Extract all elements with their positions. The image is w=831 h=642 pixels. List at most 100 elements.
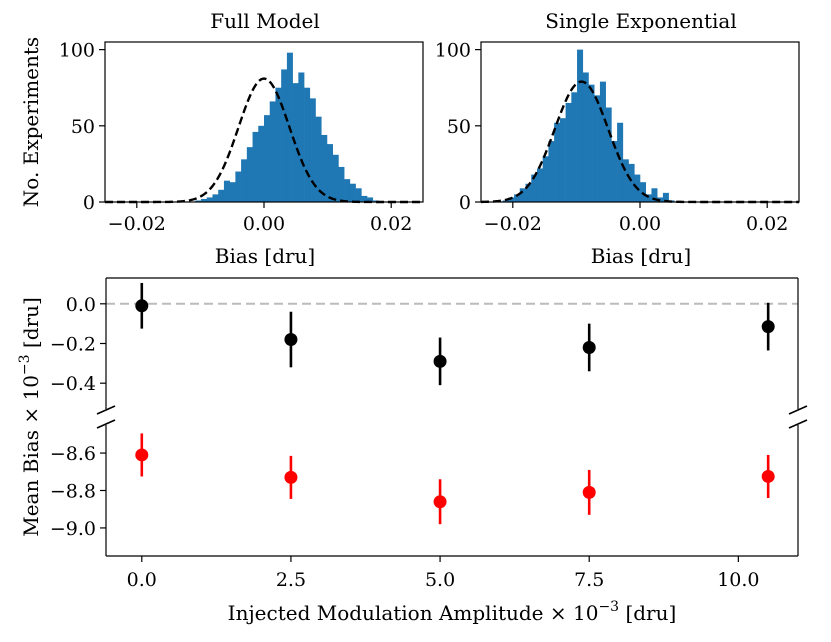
hist2-xlabel: Bias [dru] — [591, 244, 692, 268]
scatter-xtick-label: 2.5 — [276, 569, 306, 591]
hist2-bar — [628, 163, 635, 202]
mean-bias-plot: 0.0 2.5 5.0 7.5 10.0 0.0 −0.2 −0.4 −8.6 −8.8 −9.… — [17, 277, 808, 625]
hist2-xtick-label: 0.02 — [746, 213, 788, 235]
histogram-full-model: Full Model −0.02 0.00 0.02 0 50 100 Bias [dr… — [19, 9, 424, 268]
hist1-bar — [338, 166, 345, 202]
hist1-bar — [235, 171, 242, 202]
hist1-bar — [275, 87, 282, 202]
data-point — [135, 299, 149, 313]
hist1-bar — [361, 195, 368, 202]
scatter-xtick-label: 10.0 — [717, 569, 759, 591]
hist2-ytick-label: 50 — [447, 116, 471, 138]
hist1-xtick-label: 0.02 — [370, 213, 412, 235]
hist1-xlabel: Bias [dru] — [215, 244, 316, 268]
hist1-x-ticks: −0.02 0.00 0.02 — [108, 202, 412, 235]
hist2-bar — [582, 72, 589, 202]
hist1-title: Full Model — [210, 9, 319, 33]
data-point — [135, 448, 149, 462]
hist2-bar — [577, 49, 584, 202]
scatter-upper-y-ticks: 0.0 −0.2 −0.4 — [50, 294, 106, 395]
scatter-upper-ytick-label: −0.4 — [50, 373, 96, 395]
hist1-bar — [344, 179, 351, 202]
hist2-bar — [588, 84, 595, 202]
scatter-ylabel-exp: −3 — [17, 354, 33, 375]
hist1-bar — [321, 134, 328, 202]
hist2-fit-curve — [480, 80, 799, 204]
hist2-bar — [571, 92, 578, 202]
hist1-bar — [315, 116, 322, 202]
scatter-upper-ytick-label: 0.0 — [66, 294, 96, 316]
scatter-xtick-label: 7.5 — [574, 569, 604, 591]
scatter-lower-y-ticks: −8.6 −8.8 −9.0 — [50, 443, 106, 540]
hist2-x-ticks: −0.02 0.00 0.02 — [484, 202, 788, 235]
scatter-points — [135, 282, 775, 525]
data-point — [284, 333, 298, 347]
scatter-xlabel: Injected Modulation Amplitude × 10−3 [dr… — [228, 599, 677, 625]
left-break-mark — [96, 405, 116, 429]
hist2-bar — [548, 141, 555, 202]
hist1-bar — [367, 197, 374, 202]
hist2-bar — [536, 168, 543, 202]
hist2-bar — [645, 194, 652, 202]
hist1-bar — [326, 144, 333, 202]
hist1-xtick-label: 0.00 — [243, 213, 285, 235]
scatter-x-ticks: 0.0 2.5 5.0 7.5 10.0 — [127, 556, 760, 591]
hist1-ytick-label: 100 — [59, 40, 95, 62]
hist2-bar — [502, 200, 509, 202]
hist2-bar — [599, 81, 606, 202]
hist1-ylabel: No. Experiments — [19, 37, 43, 207]
data-point — [433, 354, 447, 368]
hist2-bar — [559, 118, 566, 202]
scatter-lower-ytick-label: −9.0 — [50, 518, 96, 540]
left-break-gap — [96, 409, 116, 425]
hist1-bars — [195, 52, 379, 202]
scatter-ylabel: Mean Bias × 10−3 [dru] — [17, 297, 43, 537]
hist2-xtick-label: −0.02 — [484, 213, 542, 235]
hist1-bar — [218, 189, 225, 202]
hist1-bar — [349, 183, 356, 202]
hist1-y-ticks: 0 50 100 — [59, 40, 105, 214]
hist1-bar — [298, 72, 305, 202]
hist1-bar — [269, 101, 276, 202]
hist2-ytick-label: 100 — [435, 40, 471, 62]
scatter-xlabel-main: Injected Modulation Amplitude × 10 — [228, 601, 599, 625]
data-point — [761, 320, 775, 334]
hist2-bar — [508, 197, 515, 202]
data-point — [433, 495, 447, 509]
hist2-bar — [542, 156, 549, 202]
histogram-single-exponential: Single Exponential −0.02 0.00 0.02 050100 … — [435, 9, 800, 268]
hist1-bar — [246, 147, 253, 202]
hist2-xtick-label: 0.00 — [619, 213, 661, 235]
data-point — [761, 469, 775, 483]
hist1-bar — [223, 180, 230, 202]
hist2-ytick-label: 0 — [459, 192, 471, 214]
hist2-bar — [662, 192, 669, 202]
hist1-bar — [201, 198, 208, 202]
hist1-bar — [241, 159, 248, 202]
data-point — [582, 340, 596, 354]
hist2-bar — [611, 141, 618, 202]
hist1-bar — [212, 194, 219, 202]
right-break-gap — [788, 409, 808, 425]
hist2-bar — [519, 188, 526, 202]
hist2-y-ticks: 0 50 100 — [435, 40, 481, 214]
hist1-bar — [372, 200, 379, 202]
hist1-bar — [281, 69, 288, 202]
hist1-bar — [264, 115, 271, 202]
scatter-ylabel-main: Mean Bias × 10 — [19, 375, 43, 537]
scatter-xlabel-exp: −3 — [598, 599, 619, 615]
hist1-bar — [258, 125, 265, 202]
hist1-bar — [309, 98, 316, 202]
hist1-bar — [355, 188, 362, 202]
scatter-xtick-label: 0.0 — [127, 569, 157, 591]
hist1-bar — [206, 197, 213, 202]
hist2-bar — [622, 159, 629, 202]
hist2-bar — [565, 102, 572, 202]
scatter-xtick-label: 5.0 — [425, 569, 455, 591]
hist1-bar — [252, 131, 259, 202]
hist2-bar — [651, 188, 658, 202]
hist1-ytick-label: 0 — [83, 192, 95, 214]
hist2-bar — [605, 107, 612, 202]
hist2-bar — [554, 122, 561, 202]
